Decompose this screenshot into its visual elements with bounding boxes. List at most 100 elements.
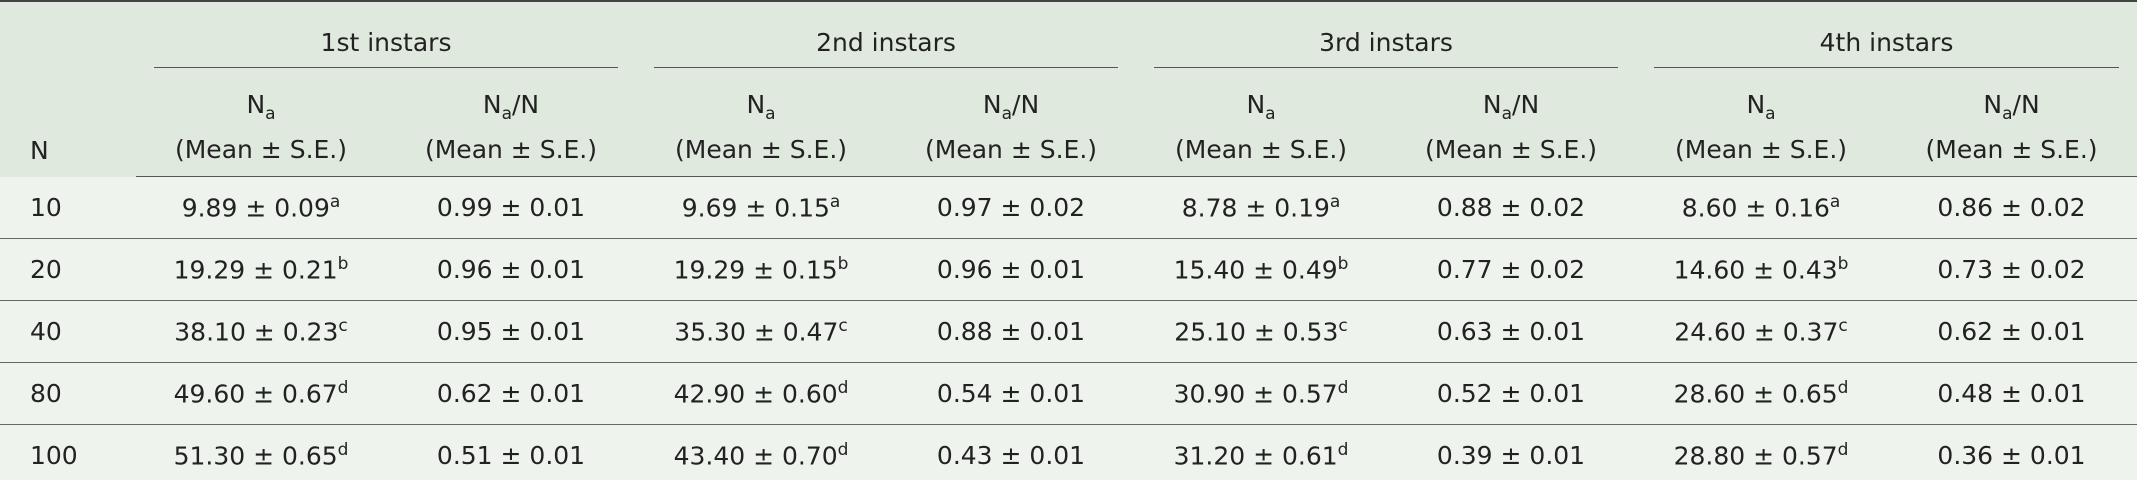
value-cell: 28.60 ± 0.65d — [1636, 362, 1887, 425]
label-subscript: a — [1765, 104, 1776, 124]
significance-letter: a — [829, 192, 841, 213]
label-tail: /N — [2012, 90, 2040, 119]
value-cell: 0.95 ± 0.01 — [386, 300, 637, 363]
column-label: Na/N — [886, 87, 1136, 132]
value-cell: 8.78 ± 0.19a — [1136, 177, 1386, 239]
column-label: Na/N — [1386, 87, 1636, 132]
table-header: N 1st instars 2nd instars 3rd instars 4th i… — [0, 1, 2137, 177]
column-header: Na (Mean ± S.E.) — [1136, 68, 1387, 177]
table-row: 10 9.89 ± 0.09a 0.99 ± 0.01 9.69 ± 0.15a 0.9… — [0, 176, 2137, 239]
value-cell: 0.77 ± 0.02 — [1386, 238, 1637, 301]
label-subscript: a — [765, 104, 776, 124]
label-tail: /N — [512, 90, 540, 119]
significance-letter: b — [337, 254, 349, 275]
significance-letter: d — [1837, 378, 1849, 399]
column-header: Na (Mean ± S.E.) — [1636, 68, 1887, 177]
column-header: Na/N (Mean ± S.E.) — [886, 68, 1137, 177]
cell-value: 43.40 ± 0.70 — [673, 441, 838, 471]
value-cell: 0.96 ± 0.01 — [886, 238, 1137, 301]
cell-value: 0.86 ± 0.02 — [1937, 193, 2086, 222]
column-note: (Mean ± S.E.) — [1675, 135, 1848, 164]
cell-value: 0.62 ± 0.01 — [436, 379, 586, 408]
value-cell: 35.30 ± 0.47c — [636, 300, 887, 363]
group-title: 4th instars — [1654, 28, 2120, 68]
cell-value: 31.20 ± 0.61 — [1173, 441, 1338, 471]
cell-value: 0.51 ± 0.01 — [436, 441, 586, 470]
value-cell: 43.40 ± 0.70d — [636, 424, 887, 480]
cell-value: 9.89 ± 0.09 — [181, 193, 330, 223]
value-cell: 0.62 ± 0.01 — [386, 362, 637, 425]
cell-value: 0.54 ± 0.01 — [936, 379, 1086, 408]
cell-value: 0.52 ± 0.01 — [1436, 379, 1586, 408]
cell-value: 0.43 ± 0.01 — [936, 441, 1086, 470]
label-subscript: a — [501, 104, 512, 124]
cell-value: 42.90 ± 0.60 — [673, 379, 838, 409]
value-cell: 0.54 ± 0.01 — [886, 362, 1137, 425]
column-label: Na/N — [1886, 87, 2137, 132]
significance-letter: d — [837, 440, 849, 461]
value-cell: 14.60 ± 0.43b — [1636, 238, 1887, 301]
value-cell: 0.39 ± 0.01 — [1386, 424, 1637, 480]
label-base: N — [1246, 90, 1266, 119]
corner-header: N — [30, 135, 49, 165]
cell-value: 51.30 ± 0.65 — [173, 441, 338, 471]
significance-letter: d — [1837, 440, 1849, 461]
label-base: N — [482, 90, 502, 119]
value-cell: 19.29 ± 0.15b — [636, 238, 887, 301]
cell-value: 0.99 ± 0.01 — [436, 193, 586, 222]
cell-value: 19.29 ± 0.15 — [673, 255, 838, 285]
group-header: 1st instars — [136, 1, 636, 68]
n-cell: 10 — [30, 192, 62, 222]
cell-value: 0.88 ± 0.01 — [936, 317, 1086, 346]
table-row: 80 49.60 ± 0.67d 0.62 ± 0.01 42.90 ± 0.60d 0… — [0, 362, 2137, 425]
significance-letter: c — [838, 316, 848, 337]
column-header: Na/N (Mean ± S.E.) — [1886, 68, 2137, 177]
cell-value: 9.69 ± 0.15 — [681, 193, 830, 223]
cell-value: 0.95 ± 0.01 — [436, 317, 586, 346]
column-note: (Mean ± S.E.) — [174, 135, 348, 164]
cell-value: 35.30 ± 0.47 — [674, 317, 839, 347]
column-header: Na/N (Mean ± S.E.) — [1386, 68, 1637, 177]
column-header: Na/N (Mean ± S.E.) — [386, 68, 637, 177]
column-note: (Mean ± S.E.) — [1425, 135, 1598, 164]
value-cell: 49.60 ± 0.67d — [136, 362, 386, 425]
significance-letter: d — [1337, 378, 1349, 399]
significance-letter: d — [837, 378, 849, 399]
cell-value: 8.78 ± 0.19 — [1181, 193, 1330, 223]
cell-value: 8.60 ± 0.16 — [1681, 193, 1830, 223]
significance-letter: a — [1829, 192, 1841, 213]
cell-value: 19.29 ± 0.21 — [173, 255, 338, 285]
column-note: (Mean ± S.E.) — [1175, 135, 1348, 164]
label-subscript: a — [1501, 104, 1513, 124]
column-note: (Mean ± S.E.) — [675, 135, 848, 164]
value-cell: 0.48 ± 0.01 — [1886, 362, 2137, 425]
table-row: 20 19.29 ± 0.21b 0.96 ± 0.01 19.29 ± 0.15b 0… — [0, 238, 2137, 301]
label-subscript: a — [1265, 104, 1276, 124]
significance-letter: c — [338, 316, 348, 337]
cell-value: 24.60 ± 0.37 — [1674, 317, 1839, 347]
value-cell: 30.90 ± 0.57d — [1136, 362, 1387, 425]
label-base: N — [1482, 90, 1502, 119]
column-label: Na — [1636, 87, 1886, 132]
cell-value: 0.96 ± 0.01 — [436, 255, 586, 284]
value-cell: 42.90 ± 0.60d — [636, 362, 887, 425]
value-cell: 0.36 ± 0.01 — [1886, 424, 2137, 480]
header-row: N 1st instars 2nd instars 3rd instars 4th i… — [0, 1, 2137, 165]
significance-letter: c — [1338, 316, 1348, 337]
column-note: (Mean ± S.E.) — [925, 135, 1098, 164]
cell-value: 0.62 ± 0.01 — [1937, 317, 2086, 346]
value-cell: 0.88 ± 0.01 — [886, 300, 1137, 363]
cell-value: 0.36 ± 0.01 — [1937, 441, 2086, 470]
value-cell: 9.89 ± 0.09a — [136, 177, 386, 239]
significance-letter: d — [337, 440, 349, 461]
group-title: 1st instars — [154, 28, 619, 68]
significance-letter: c — [1838, 316, 1848, 337]
cell-value: 30.90 ± 0.57 — [1173, 379, 1338, 409]
header-row: Na (Mean ± S.E.) Na/N (Mean ± S.E.) Na (Mean … — [0, 68, 2137, 177]
value-cell: 0.62 ± 0.01 — [1886, 300, 2137, 363]
column-note: (Mean ± S.E.) — [1925, 135, 2098, 164]
cell-value: 28.60 ± 0.65 — [1673, 379, 1838, 409]
cell-value: 15.40 ± 0.49 — [1173, 255, 1338, 285]
